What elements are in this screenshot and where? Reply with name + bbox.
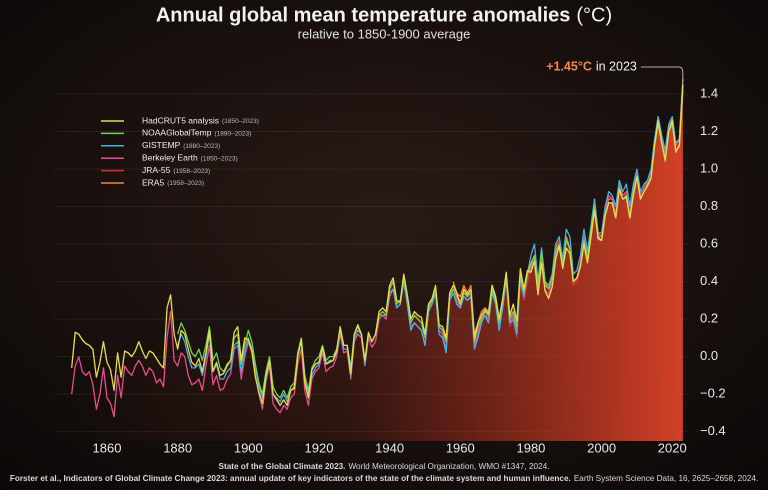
- legend-label: Berkeley Earth: [142, 152, 198, 162]
- x-tick-label: 1900: [234, 440, 263, 455]
- y-tick-label: 0.8: [700, 198, 718, 213]
- x-tick-label: 1920: [305, 440, 334, 455]
- y-tick-label: 1.0: [700, 161, 718, 176]
- y-tick-label: 0.6: [700, 236, 718, 251]
- series-line: [177, 82, 684, 403]
- chart-title-unit: (°C): [576, 4, 612, 26]
- y-tick-label: −0.4: [700, 423, 726, 438]
- footer-citation: Earth System Science Data, 16, 2625–2658…: [574, 474, 758, 483]
- area-fill: [71, 84, 683, 441]
- y-tick-label: 1.2: [700, 123, 718, 138]
- y-tick-label: 0.4: [700, 273, 718, 288]
- legend-period: (1850–2023): [201, 155, 238, 162]
- annotation-value: +1.45°C: [546, 59, 592, 73]
- x-tick-label: 1860: [93, 440, 122, 455]
- footer-citation: World Meteorological Organization, WMO #…: [348, 462, 549, 471]
- x-tick-label: 1940: [375, 440, 404, 455]
- legend-period: (1958–2023): [167, 180, 204, 187]
- legend-label: NOAAGlobalTemp: [142, 128, 212, 138]
- annotation-leader: [640, 66, 684, 82]
- legend-label: JRA-55: [142, 165, 171, 175]
- legend-label: ERA5: [142, 177, 164, 187]
- series-line: [177, 90, 684, 399]
- x-tick-label: 2020: [658, 440, 687, 455]
- x-tick-label: 1960: [446, 440, 475, 455]
- series-line: [71, 84, 684, 407]
- footer: State of the Global Climate 2023. World M…: [10, 462, 758, 483]
- legend-period: (1850–2023): [222, 118, 259, 125]
- legend-label: GISTEMP: [142, 140, 181, 150]
- legend: HadCRUT5 analysis (1850–2023)NOAAGlobalTe…: [101, 115, 259, 187]
- legend-period: (1880–2023): [183, 143, 220, 150]
- y-tick-label: 1.4: [700, 86, 718, 101]
- y-tick-label: 0.0: [700, 348, 718, 363]
- legend-period: (1958–2023): [173, 168, 210, 175]
- plot-area: −0.4 −0.2 0.0 0.2 0.4 0.6 0.8 1.0 1.2 1.4 1860 1880…: [54, 59, 726, 455]
- legend-label: HadCRUT5 analysis: [142, 115, 219, 125]
- chart-subtitle: relative to 1850-1900 average: [298, 26, 471, 41]
- x-tick-label: 1980: [516, 440, 545, 455]
- legend-period: (1880–2023): [214, 131, 251, 138]
- annotation-text: in 2023: [596, 59, 637, 73]
- x-tick-label: 1880: [163, 440, 192, 455]
- footer-source: Forster et al., Indicators of Global Cli…: [10, 474, 571, 483]
- y-tick-label: −0.2: [700, 386, 726, 401]
- x-tick-label: 2000: [587, 440, 616, 455]
- chart-title: Annual global mean temperature anomalies: [156, 4, 571, 26]
- footer-source: State of the Global Climate 2023.: [219, 462, 346, 471]
- y-tick-label: 0.2: [700, 311, 718, 326]
